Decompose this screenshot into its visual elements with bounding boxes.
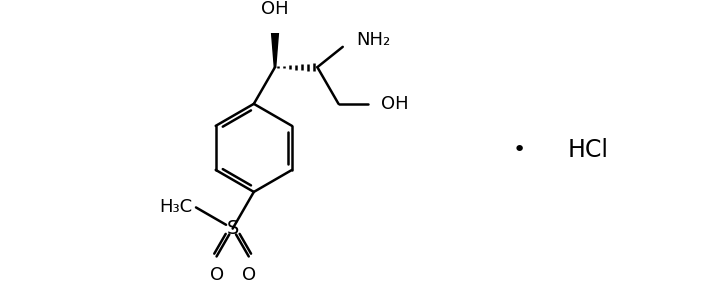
Text: OH: OH [261, 0, 289, 18]
Text: S: S [226, 219, 239, 238]
Text: O: O [210, 266, 223, 284]
Text: O: O [242, 266, 256, 284]
Polygon shape [271, 28, 279, 67]
Text: NH₂: NH₂ [357, 31, 390, 49]
Text: H₃C: H₃C [160, 198, 193, 217]
Text: OH: OH [381, 95, 409, 113]
Text: •: • [512, 140, 526, 160]
Text: HCl: HCl [568, 138, 609, 162]
